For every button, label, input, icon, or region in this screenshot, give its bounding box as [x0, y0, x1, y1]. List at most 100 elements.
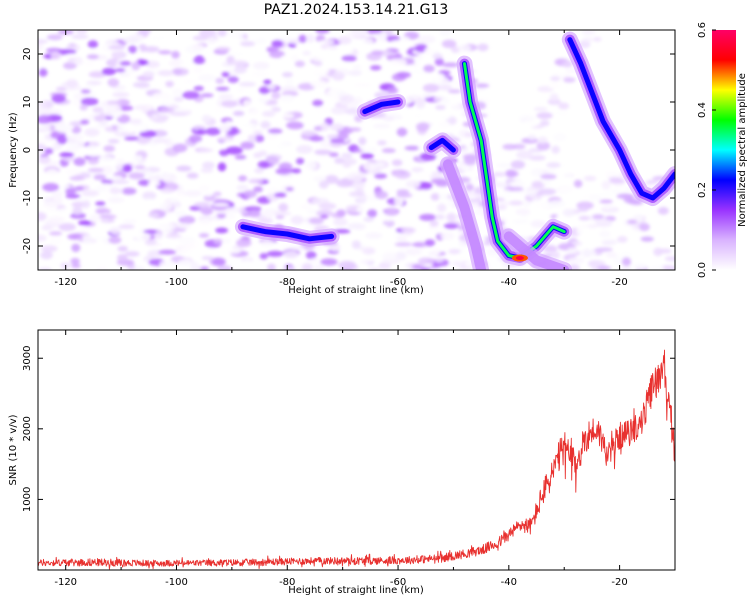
spectrogram-cell: [562, 60, 573, 68]
spectrogram-cell: [567, 249, 579, 254]
spectrogram-cell: [71, 243, 81, 253]
spectrogram-cell: [193, 85, 204, 91]
spectrogram-cell: [320, 122, 330, 132]
spectrogram-cell: [135, 232, 151, 242]
spectrogram-cell: [435, 105, 446, 110]
spectrogram-cell: [423, 64, 435, 73]
spectrogram-cell: [341, 152, 353, 159]
spectrogram-cell: [158, 223, 175, 229]
spectrogram-cell: [509, 200, 523, 206]
spectrogram-cell: [300, 203, 313, 210]
spectrogram-cell: [240, 123, 257, 128]
spectrogram-cell: [111, 50, 127, 60]
spectrogram-cell: [95, 201, 106, 206]
spectrogram-y-ticks: -20 -10 0 10 20: [22, 48, 675, 254]
spectrogram-cell: [444, 199, 454, 209]
spectrogram-cell: [112, 91, 130, 98]
spectrogram-cell: [313, 106, 330, 115]
spectrogram-cell: [236, 87, 246, 93]
spectrogram-cell: [215, 227, 229, 234]
spectrogram-cell: [159, 202, 173, 211]
spectrogram-cell: [258, 86, 270, 95]
spectrogram-cell: [424, 239, 436, 247]
spectrogram-cell: [509, 180, 527, 188]
spectrogram-cell: [183, 79, 198, 84]
spectrogram-cell: [505, 169, 517, 178]
spectrogram-cell: [201, 256, 215, 261]
spectrogram-cell: [191, 43, 205, 51]
colorbar-gradient: [712, 30, 736, 270]
spectrogram-cell: [197, 218, 213, 227]
spectrogram-cell: [232, 110, 245, 117]
spectrogram-cell: [430, 178, 449, 185]
spectrogram-cell: [438, 120, 451, 129]
spectrogram-cell: [337, 132, 349, 140]
spectrogram-cell: [101, 179, 115, 185]
spectrogram-cell: [70, 212, 86, 219]
spectrogram-cell: [599, 199, 613, 204]
x-tick-label: -100: [165, 577, 188, 588]
spectrogram-cell: [527, 134, 537, 141]
spectrogram-cell: [449, 260, 464, 267]
spectrogram-cell: [230, 60, 248, 66]
spectrogram-cell: [176, 223, 192, 230]
spectrogram-cell: [285, 186, 294, 192]
spectrogram-cell: [588, 193, 602, 201]
spectrogram-cell: [234, 154, 247, 160]
spectrogram-cell: [320, 258, 338, 266]
spectrogram-cell: [311, 71, 325, 77]
colorbar: 0.0 0.2 0.4 0.6 Normalized spectral amplitu…: [697, 22, 748, 278]
spectrogram-ridge: [456, 55, 573, 266]
spectrogram-cell: [550, 250, 561, 259]
spectrogram-cell: [198, 184, 211, 192]
spectrogram-cell: [200, 93, 214, 98]
spectrogram-cell: [334, 157, 345, 164]
spectrogram-cell: [254, 134, 265, 143]
spectrogram-cell: [243, 190, 257, 198]
spectrogram-cell: [101, 67, 116, 76]
spectrogram-ridges: [234, 31, 675, 270]
spectrogram-cell: [86, 54, 99, 60]
spectrogram-cell: [222, 238, 232, 244]
spectrogram-cell: [491, 172, 507, 177]
spectrogram-cell: [649, 265, 665, 270]
spectrogram-cell: [503, 189, 513, 199]
spectrogram-cell: [171, 67, 189, 76]
spectrogram-cell: [320, 214, 329, 219]
spectrogram-cell: [229, 77, 238, 83]
spectrogram-cell: [251, 71, 269, 77]
spectrogram-cell: [473, 83, 490, 88]
spectrogram-cell: [266, 85, 276, 90]
spectrogram-cell: [657, 206, 669, 215]
spectrogram-cell: [457, 44, 472, 52]
spectrogram-cell: [313, 60, 323, 67]
spectrogram-cell: [272, 60, 291, 67]
spectrogram-cell: [515, 208, 531, 216]
spectrogram-cell: [547, 98, 561, 105]
spectrogram-cell: [621, 265, 632, 270]
spectrogram-cell: [281, 71, 293, 78]
spectrogram-peak-core: [515, 256, 524, 260]
spectrogram-cell: [217, 162, 227, 172]
spectrogram-cell: [592, 214, 605, 220]
spectrogram-cell: [279, 103, 293, 110]
spectrogram-cell: [82, 235, 93, 244]
spectrogram-cell: [512, 219, 530, 225]
spectrogram-cell: [664, 256, 675, 262]
spectrogram-cell: [502, 143, 518, 150]
spectrogram-ridge: [356, 94, 406, 120]
spectrogram-cell: [257, 160, 270, 169]
spectrogram-cell: [216, 212, 226, 219]
spectrogram-cell: [509, 138, 518, 143]
x-tick-label: -60: [390, 277, 406, 288]
spectrogram-cell: [536, 112, 553, 119]
spectrogram-cell: [117, 245, 128, 252]
spectrogram-cell: [42, 182, 60, 192]
spectrogram-cell: [160, 100, 170, 107]
y-tick-label: 20: [22, 48, 33, 61]
spectrogram-cell: [248, 178, 264, 184]
spectrogram-cell: [382, 258, 400, 265]
spectrogram-cell: [242, 259, 252, 268]
spectrogram-cell: [135, 104, 153, 111]
spectrogram-cell: [38, 101, 48, 106]
